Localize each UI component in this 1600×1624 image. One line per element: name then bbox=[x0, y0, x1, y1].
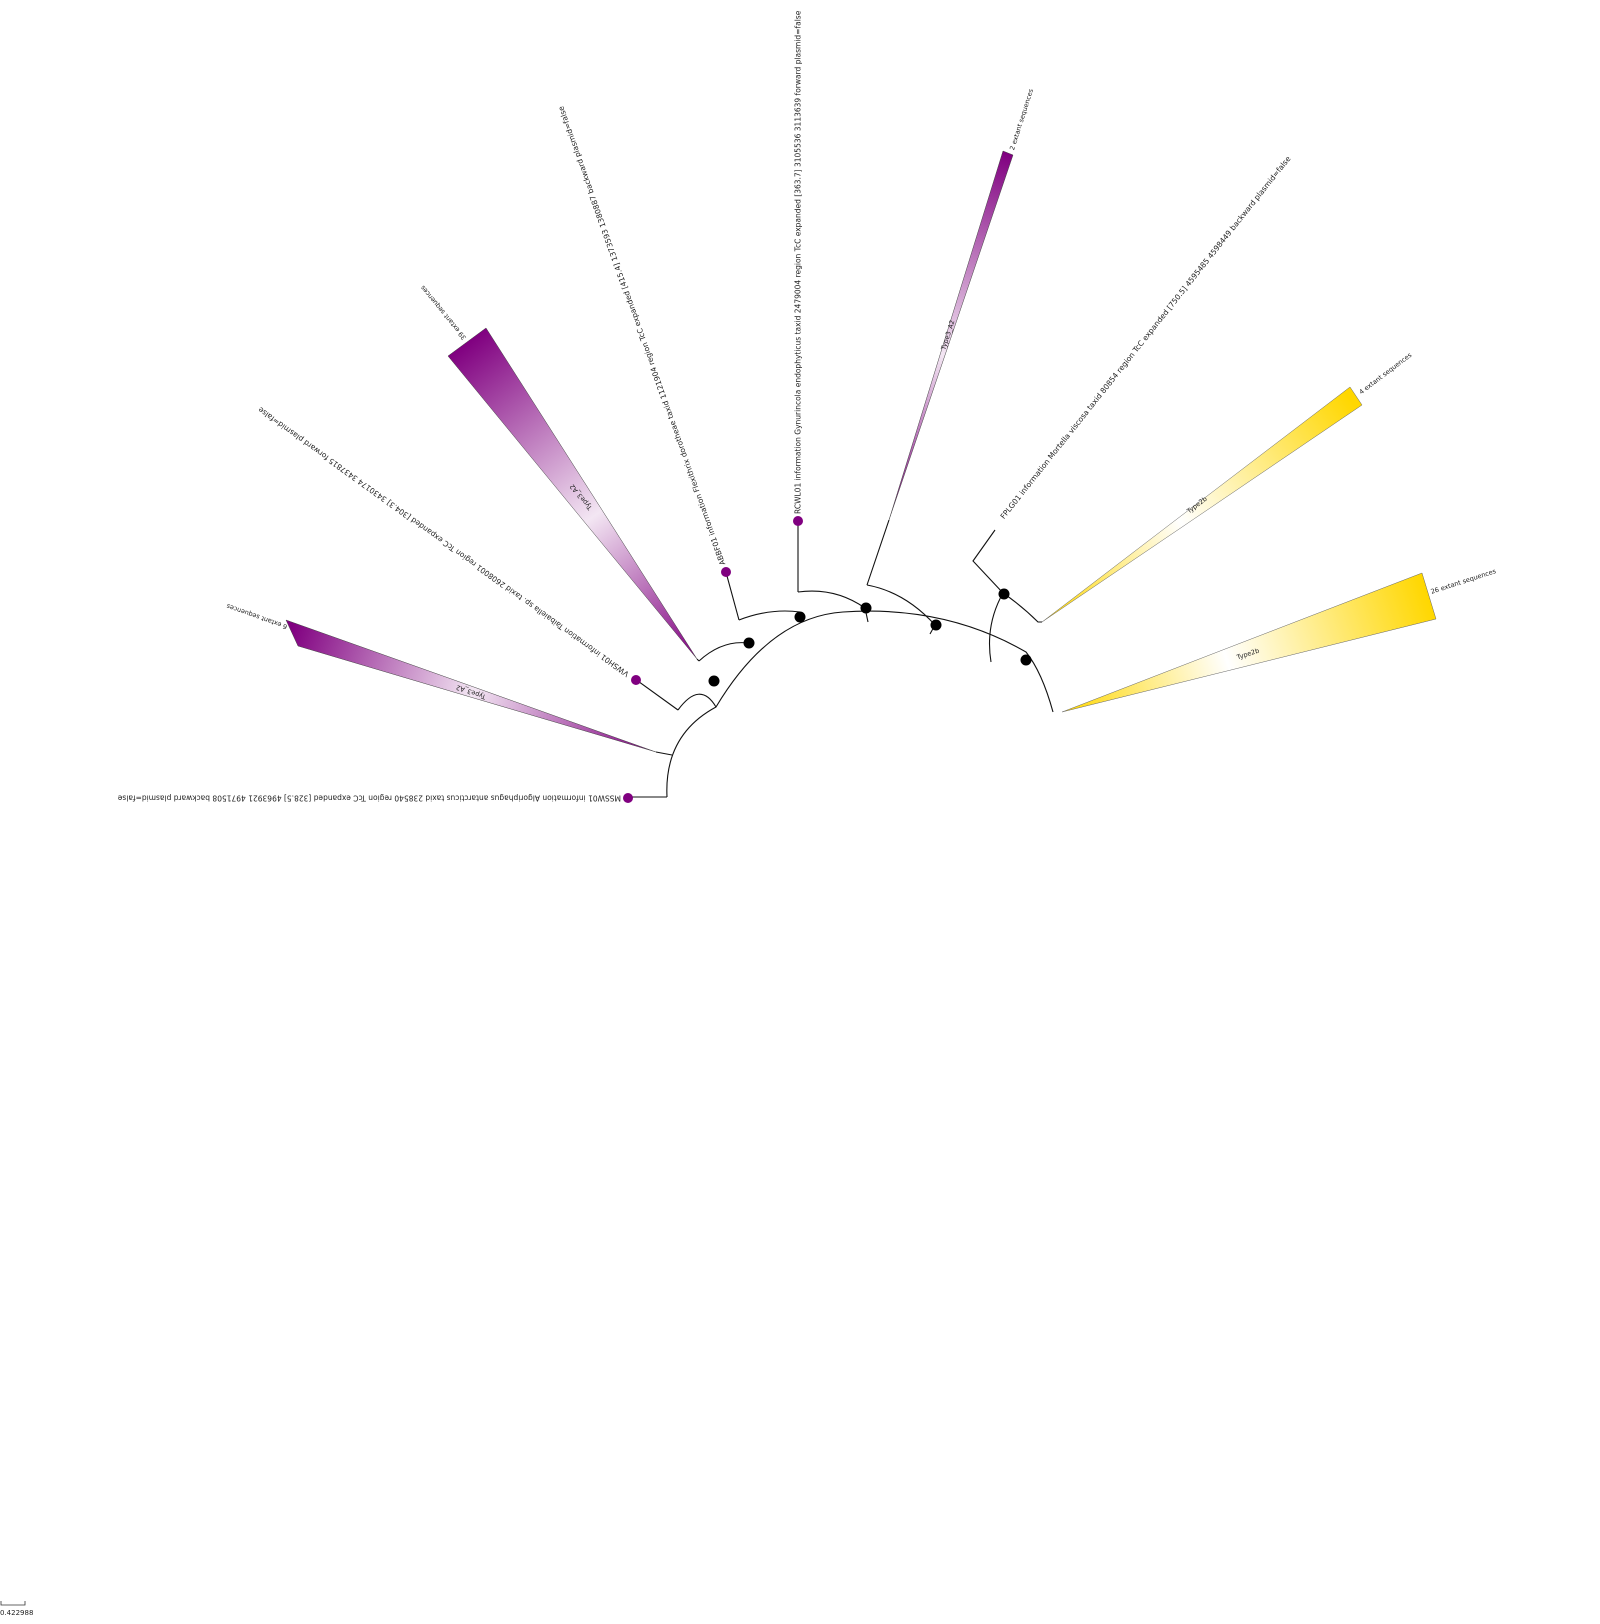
node-dot bbox=[1020, 654, 1032, 666]
clade-c4-triangle bbox=[1041, 386, 1363, 623]
node-dot bbox=[860, 602, 872, 614]
clade-c26-count-label: 26 extant sequences bbox=[1430, 567, 1498, 596]
scale-bar-line bbox=[0, 1601, 26, 1606]
branch-abbf01 bbox=[724, 571, 740, 621]
scale-bar-label: 0.422988 bbox=[0, 1609, 33, 1617]
internal-nodes bbox=[708, 588, 1032, 687]
branch-c6 bbox=[655, 751, 673, 756]
branch-inner-right bbox=[864, 519, 936, 635]
branch-c39-arc bbox=[698, 642, 749, 662]
node-dot bbox=[794, 611, 806, 623]
clade-c6-count-label: 6 extant sequences bbox=[225, 602, 289, 631]
clade-c6-type-label: Type3_A2 bbox=[455, 683, 488, 701]
leaf-label-msswo1: MSSW01 information Algoriphagus antarcti… bbox=[117, 794, 621, 803]
leaf-tip-marker bbox=[623, 793, 633, 803]
collapsed-clades bbox=[285, 150, 1437, 753]
node-dot bbox=[708, 675, 720, 687]
branch-vwsh01 bbox=[634, 678, 679, 711]
node-dot bbox=[743, 637, 755, 649]
node-dot bbox=[998, 588, 1010, 600]
clade-c26-triangle bbox=[1061, 572, 1437, 713]
clade-c2-triangle bbox=[888, 150, 1014, 521]
clade-c39-triangle bbox=[447, 327, 698, 660]
branch-rcwl-arc bbox=[797, 590, 866, 609]
clade-count-labels: 6 extant sequences 39 extant sequences 2… bbox=[225, 87, 1498, 631]
leaf-tip-marker bbox=[631, 675, 641, 685]
clade-c6-triangle bbox=[285, 619, 657, 753]
branch-abbf-arc bbox=[738, 610, 801, 621]
leaf-tip-marker bbox=[721, 567, 731, 577]
leaf-tips bbox=[623, 516, 803, 803]
branch-vwsh01-arc bbox=[677, 693, 717, 711]
node-dot bbox=[930, 619, 942, 631]
clade-c4-count-label: 4 extant sequences bbox=[1358, 351, 1414, 396]
clade-c2-type-label: Type3_A2 bbox=[939, 319, 956, 352]
branches bbox=[626, 519, 1054, 798]
clade-c39-count-label: 39 extant sequences bbox=[418, 283, 468, 341]
branch-c39 bbox=[696, 658, 700, 662]
branch-root-arc bbox=[666, 610, 1054, 798]
clade-c2-count-label: 2 extant sequences bbox=[1008, 87, 1035, 151]
scale-bar: 0.422988 bbox=[0, 1601, 33, 1617]
leaf-label-rcwl01: RCWL01 information Gynurincola endophyti… bbox=[794, 10, 803, 514]
leaf-tip-marker bbox=[793, 516, 803, 526]
leaf-labels: MSSW01 information Algoriphagus antarcti… bbox=[117, 10, 1292, 802]
